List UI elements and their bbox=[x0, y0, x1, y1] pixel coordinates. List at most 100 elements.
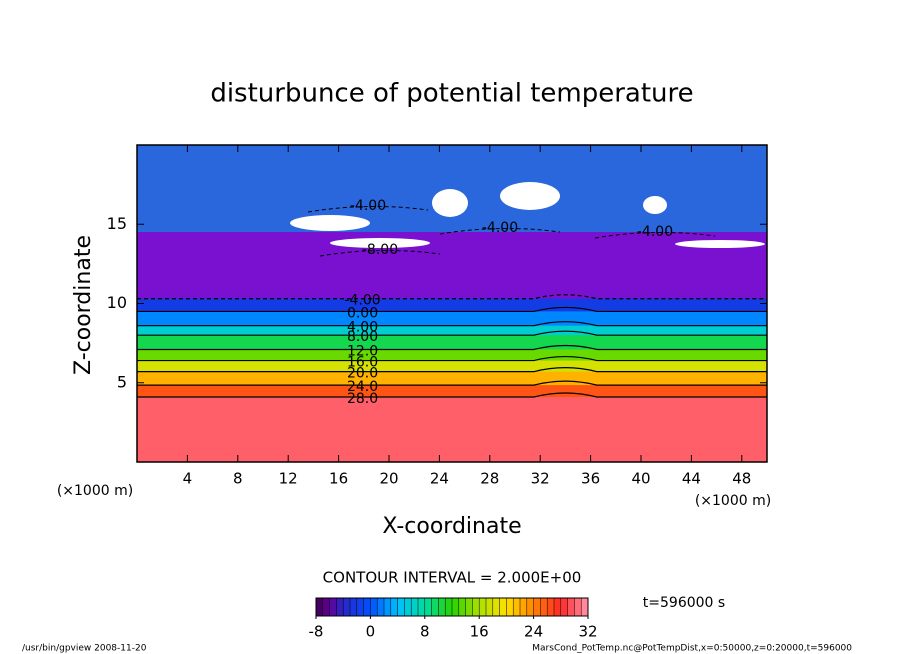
contour-label: 4.00 bbox=[347, 320, 378, 336]
missing-region bbox=[432, 189, 468, 217]
colorbar-swatch bbox=[329, 598, 337, 616]
colorbar-swatch bbox=[547, 598, 555, 616]
colorbar-swatch bbox=[397, 598, 405, 616]
contour-line bbox=[137, 294, 767, 300]
contour-label: 12.0 bbox=[347, 343, 378, 359]
colorbar-swatch bbox=[479, 598, 487, 616]
x-tick-label: 28 bbox=[480, 470, 499, 488]
colorbar-swatch bbox=[377, 598, 385, 616]
colorbar-tick-label: -8 bbox=[309, 623, 324, 641]
colorbar-swatch bbox=[445, 598, 453, 616]
colorbar-tick-label: 16 bbox=[470, 623, 489, 641]
colorbar-swatch bbox=[356, 598, 364, 616]
x-tick-label: 36 bbox=[581, 470, 600, 488]
colorbar-swatch bbox=[336, 598, 344, 616]
missing-region bbox=[290, 215, 370, 231]
missing-region bbox=[330, 238, 430, 248]
colorbar-swatch bbox=[567, 598, 575, 616]
contour-line bbox=[137, 306, 767, 313]
contour-band bbox=[137, 397, 767, 462]
colorbar-swatch bbox=[526, 598, 534, 616]
colorbar: -8 0 8 16 24 32 bbox=[309, 597, 598, 641]
contour-label: -4.00 bbox=[482, 220, 518, 236]
contour-line bbox=[439, 227, 561, 235]
y-axis-label: Z-coordinate bbox=[71, 235, 96, 375]
colorbar-swatch bbox=[411, 598, 419, 616]
colorbar-swatch bbox=[384, 598, 392, 616]
colorbar-swatch bbox=[316, 598, 324, 616]
contour-label: -4.00 bbox=[344, 293, 380, 309]
y-tick-label: 15 bbox=[107, 214, 127, 233]
x-axis-label: X-coordinate bbox=[382, 514, 521, 539]
x-tick-label: 8 bbox=[233, 470, 243, 488]
colorbar-tick-label: 32 bbox=[578, 623, 597, 641]
colorbar-swatch bbox=[452, 598, 460, 616]
colorbar-swatch bbox=[363, 598, 371, 616]
x-unit: (×1000 m) bbox=[695, 493, 771, 509]
missing-region bbox=[675, 240, 765, 248]
contour-line bbox=[307, 205, 429, 213]
y-tick-label: 5 bbox=[117, 372, 127, 391]
x-tick-label: 44 bbox=[682, 470, 701, 488]
colorbar-swatch bbox=[540, 598, 548, 616]
colorbar-swatch bbox=[533, 598, 541, 616]
contour-line bbox=[137, 392, 767, 398]
contour-label: 24.0 bbox=[347, 379, 378, 395]
missing-region bbox=[500, 182, 560, 210]
colorbar-swatch bbox=[499, 598, 507, 616]
colorbar-swatch bbox=[424, 598, 432, 616]
contour-line bbox=[137, 367, 767, 373]
y-unit: (×1000 m) bbox=[57, 483, 133, 499]
x-tick-label: 16 bbox=[329, 470, 348, 488]
missing-regions bbox=[290, 182, 765, 248]
colorbar-tick-label: 8 bbox=[420, 623, 430, 641]
colorbar-swatch bbox=[370, 598, 378, 616]
contour-line bbox=[137, 380, 767, 386]
colorbar-swatch bbox=[322, 598, 330, 616]
contour-line bbox=[594, 231, 716, 239]
colorbar-swatch bbox=[438, 598, 446, 616]
colorbar-swatch bbox=[390, 598, 398, 616]
contour-line bbox=[137, 321, 767, 327]
contour-line bbox=[137, 356, 767, 362]
contour-line bbox=[319, 249, 441, 257]
contour-label: -8.00 bbox=[362, 242, 398, 258]
contour-line bbox=[137, 330, 767, 336]
contour-label: -4.00 bbox=[637, 224, 673, 240]
contour-label: 20.0 bbox=[347, 366, 378, 382]
y-tick-label: 10 bbox=[107, 293, 127, 312]
colorbar-swatch bbox=[431, 598, 439, 616]
colorbar-swatch bbox=[472, 598, 480, 616]
x-tick-label: 20 bbox=[379, 470, 398, 488]
colorbar-swatch bbox=[343, 598, 351, 616]
contour-label: 8.00 bbox=[347, 329, 378, 345]
time-label: t=596000 s bbox=[643, 595, 725, 611]
contour-label: 16.0 bbox=[347, 355, 378, 371]
colorbar-swatch bbox=[581, 598, 589, 616]
contour-label: 0.00 bbox=[347, 305, 378, 321]
x-tick-label: 12 bbox=[279, 470, 298, 488]
colorbar-swatch bbox=[574, 598, 582, 616]
colorbar-swatch bbox=[560, 598, 568, 616]
colorbar-swatch bbox=[492, 598, 500, 616]
colorbar-tick-label: 24 bbox=[524, 623, 543, 641]
contour-label: 28.0 bbox=[347, 391, 378, 407]
colorbar-swatch bbox=[554, 598, 562, 616]
x-tick-label: 40 bbox=[631, 470, 650, 488]
colorbar-swatch bbox=[486, 598, 494, 616]
colorbar-swatch bbox=[506, 598, 514, 616]
colorbar-swatch bbox=[513, 598, 521, 616]
plot-area bbox=[137, 145, 767, 462]
contour-line bbox=[137, 344, 767, 351]
footer-right: MarsCond_PotTemp.nc@PotTempDist,x=0:5000… bbox=[532, 644, 852, 654]
x-tick-label: 48 bbox=[732, 470, 751, 488]
x-tick-label: 4 bbox=[183, 470, 193, 488]
colorbar-swatch bbox=[404, 598, 412, 616]
colorbar-swatch bbox=[458, 598, 466, 616]
x-tick-label: 32 bbox=[531, 470, 550, 488]
footer-left: /usr/bin/gpview 2008-11-20 bbox=[22, 644, 147, 654]
colorbar-swatch bbox=[350, 598, 358, 616]
x-tick-label: 24 bbox=[430, 470, 449, 488]
missing-region bbox=[643, 196, 667, 214]
